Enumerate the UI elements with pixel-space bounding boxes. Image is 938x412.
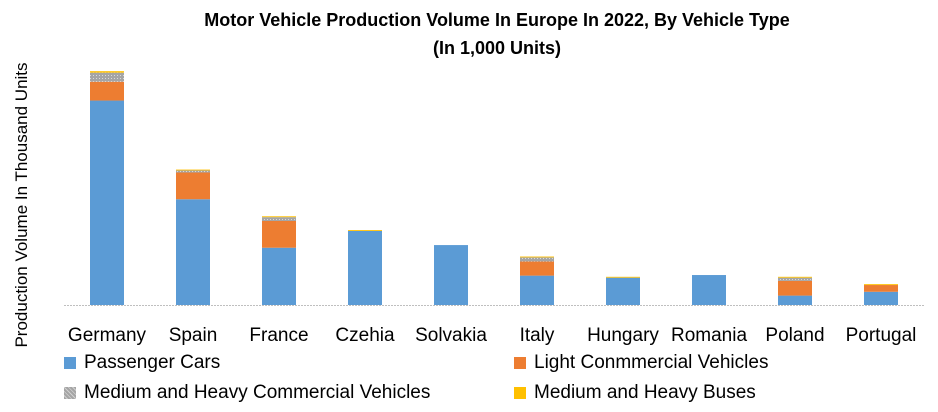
x-tick-label: Czehia <box>335 325 395 346</box>
legend-item: Medium and Heavy Buses <box>514 382 756 404</box>
legend-swatch <box>514 387 526 399</box>
bar-segment <box>176 169 210 171</box>
legend-item: Passenger Cars <box>64 352 220 374</box>
x-tick-label: Portugal <box>846 325 917 346</box>
bar-segment <box>864 291 898 305</box>
bar-segment <box>90 72 124 82</box>
bar-segment <box>348 230 382 305</box>
x-tick-label: France <box>249 325 308 346</box>
x-tick-label: Italy <box>520 325 555 346</box>
legend-label: Medium and Heavy Buses <box>534 382 756 403</box>
bar-segment <box>692 275 726 305</box>
legend-item: Light Conmmercial Vehicles <box>514 352 768 374</box>
chart-title: Motor Vehicle Production Volume In Europ… <box>204 10 790 30</box>
chart-subtitle: (In 1,000 Units) <box>432 38 562 58</box>
bar-segment <box>262 220 296 248</box>
x-tick-label: Romania <box>671 325 747 346</box>
legend-label: Passenger Cars <box>84 352 221 373</box>
legend-swatch <box>64 357 76 369</box>
bar-segment <box>520 257 554 262</box>
bar-segment <box>90 81 124 101</box>
bar-segment <box>434 245 468 305</box>
x-tick-label: Spain <box>169 325 218 346</box>
bar-segment <box>778 280 812 296</box>
legend-swatch <box>64 387 76 399</box>
bar-segment <box>864 285 898 292</box>
bar-segment <box>90 71 124 73</box>
bar-segment <box>864 284 898 286</box>
bar-segment <box>520 275 554 305</box>
x-tick-label: Hungary <box>587 325 659 346</box>
bar-segment <box>262 217 296 221</box>
bar-segment <box>176 170 210 173</box>
legend-label: Medium and Heavy Commercial Vehicles <box>84 382 431 403</box>
bar-segment <box>262 216 296 218</box>
bar-segment <box>520 261 554 276</box>
bar-segment <box>606 277 640 305</box>
legend-item: Medium and Heavy Commercial Vehicles <box>64 382 430 404</box>
bar-segment <box>176 172 210 200</box>
bar-segment <box>176 199 210 305</box>
bar-segment <box>778 277 812 281</box>
legend-label: Light Conmmercial Vehicles <box>534 352 769 373</box>
legend-swatch <box>514 357 526 369</box>
x-tick-label: Solvakia <box>415 325 487 346</box>
bar-segment <box>348 230 382 231</box>
bar-segment <box>262 247 296 305</box>
bar-segment <box>778 276 812 278</box>
bar-segment <box>778 295 812 305</box>
bar-segment <box>90 100 124 305</box>
x-tick-label: Germany <box>68 325 147 346</box>
bar-segment <box>606 276 640 278</box>
bar-segment <box>520 256 554 258</box>
x-tick-label: Poland <box>765 325 824 346</box>
